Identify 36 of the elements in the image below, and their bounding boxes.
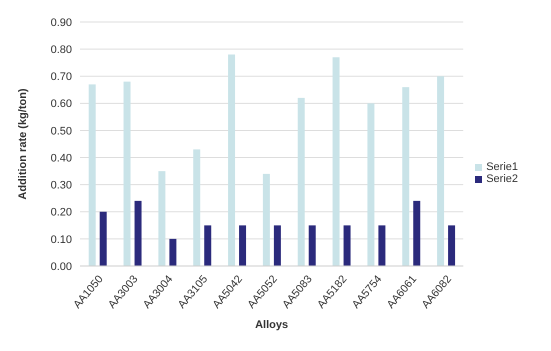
y-tick-label: 0.60	[50, 98, 72, 110]
x-axis-title: Alloys	[255, 319, 288, 331]
y-tick-label: 0.30	[50, 180, 72, 192]
bar	[158, 171, 166, 266]
bar	[262, 174, 270, 266]
y-axis-title: Addition rate (kg/ton)	[16, 88, 29, 200]
y-tick-label: 0.20	[50, 206, 72, 219]
y-tick-label: 0.80	[50, 44, 72, 56]
legend-label: Serie2	[486, 173, 518, 185]
legend-label: Serie1	[486, 161, 518, 173]
bar	[298, 98, 305, 266]
bar	[367, 103, 374, 266]
bar	[332, 57, 340, 266]
bar	[193, 149, 200, 266]
bar	[239, 225, 246, 266]
bar	[378, 225, 386, 266]
bar	[344, 225, 351, 266]
bar	[134, 200, 142, 266]
y-tick-label: 0.90	[50, 16, 72, 29]
y-tick-label: 0.50	[50, 125, 72, 138]
y-tick-label: 0.70	[50, 71, 72, 84]
bar	[308, 225, 316, 266]
y-tick-label: 0.00	[50, 260, 72, 273]
y-tick-label: 0.40	[50, 152, 72, 164]
bar	[169, 238, 176, 266]
bar	[437, 76, 444, 266]
y-tick-label: 0.10	[50, 234, 72, 246]
bar	[124, 82, 131, 266]
bar	[88, 84, 96, 266]
bar	[274, 225, 281, 266]
bar	[204, 225, 212, 266]
bar	[100, 212, 107, 266]
bar	[402, 87, 410, 266]
bar	[413, 200, 420, 266]
bar	[228, 54, 236, 266]
bar	[448, 225, 456, 266]
